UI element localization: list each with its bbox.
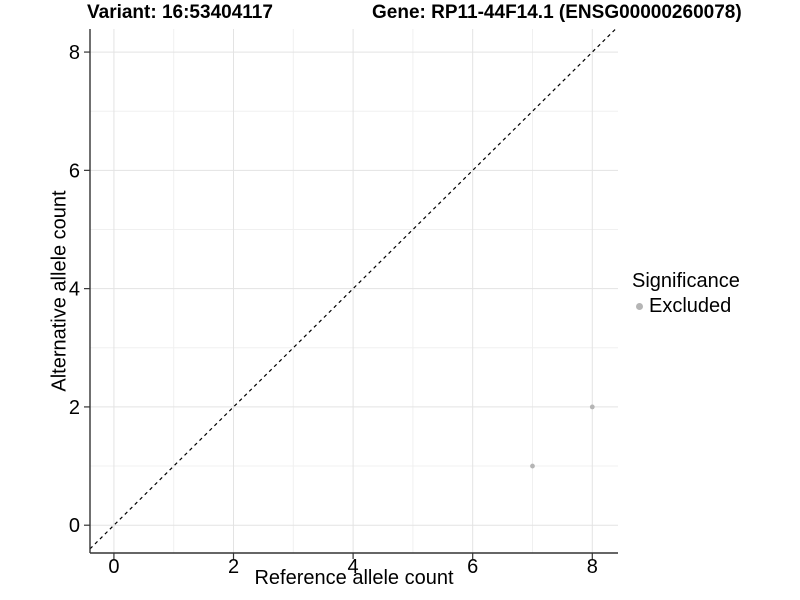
x-axis-title: Reference allele count bbox=[254, 567, 454, 589]
data-point bbox=[589, 404, 595, 410]
y-tick-label: 6 bbox=[69, 160, 80, 182]
identity-line bbox=[89, 28, 617, 550]
y-tick-label: 2 bbox=[69, 397, 80, 419]
legend-items: Excluded bbox=[632, 295, 740, 317]
y-tick-label: 4 bbox=[69, 279, 80, 301]
x-tick-label: 4 bbox=[348, 556, 359, 578]
x-tick-label: 6 bbox=[467, 556, 478, 578]
variant-title: Variant: 16:53404117 bbox=[87, 2, 273, 23]
data-point bbox=[530, 463, 535, 469]
y-axis-title: Alternative allele count bbox=[48, 190, 71, 392]
legend: Significance Excluded bbox=[632, 270, 740, 317]
legend-item: Excluded bbox=[636, 295, 740, 317]
legend-item-label: Excluded bbox=[649, 295, 732, 317]
x-tick-label: 2 bbox=[228, 556, 239, 578]
legend-title: Significance bbox=[632, 270, 740, 292]
y-tick-label: 8 bbox=[69, 42, 80, 64]
y-tick-label: 0 bbox=[69, 515, 80, 537]
legend-key-dot bbox=[636, 302, 643, 310]
gene-title: Gene: RP11-44F14.1 (ENSG00000260078) bbox=[372, 2, 742, 23]
x-tick-label: 8 bbox=[587, 556, 598, 578]
x-tick-label: 0 bbox=[108, 556, 119, 578]
